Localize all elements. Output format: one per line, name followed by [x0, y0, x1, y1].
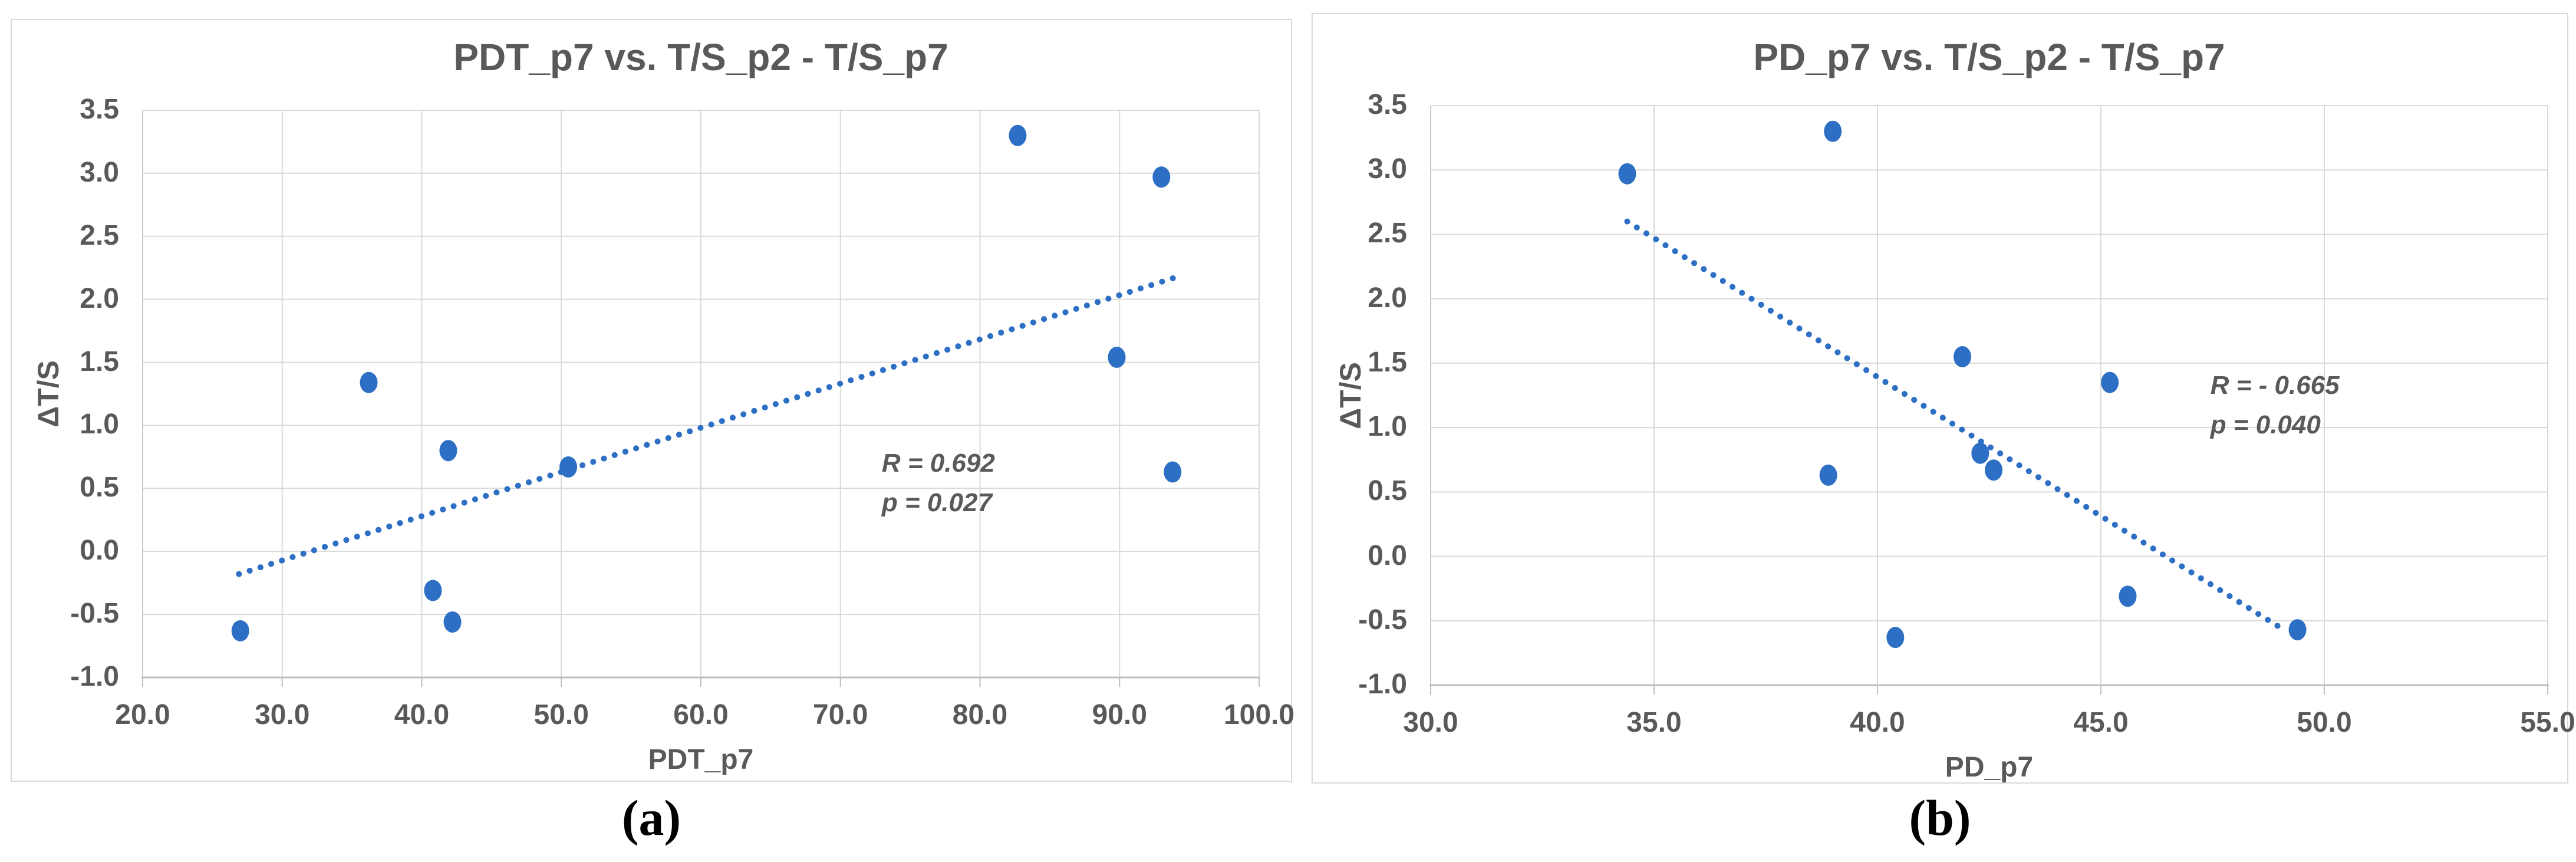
- data-point: [1954, 346, 1972, 367]
- stats-annotation-b: R = - 0.665 p = 0.040: [2211, 366, 2340, 445]
- y-tick-label: 0.0: [1368, 539, 1407, 571]
- data-point: [1824, 120, 1842, 142]
- data-point: [1985, 459, 2003, 481]
- x-tick-label: 50.0: [533, 699, 589, 731]
- y-tick-label: 1.5: [1368, 346, 1407, 378]
- x-tick-label: 30.0: [255, 699, 310, 731]
- plot-area-a: [141, 110, 1260, 687]
- x-tick-label: 70.0: [813, 699, 868, 731]
- data-point: [360, 371, 378, 393]
- chart-panel-b: PD_p7 vs. T/S_p2 - T/S_p7 ΔT/S R = - 0.6…: [1312, 13, 2575, 784]
- y-tick-label: 3.5: [80, 94, 119, 125]
- x-tick-label: 80.0: [952, 699, 1008, 731]
- y-tick-label: -1.0: [70, 661, 119, 692]
- x-tick-label: 55.0: [2520, 707, 2575, 738]
- data-point: [439, 440, 457, 462]
- data-point: [2119, 585, 2137, 607]
- data-point: [1618, 163, 1636, 185]
- y-tick-label: 1.0: [80, 409, 119, 440]
- data-point: [424, 580, 442, 601]
- chart-title-b: PD_p7 vs. T/S_p2 - T/S_p7: [1753, 36, 2225, 78]
- r-value-a: R = 0.692: [881, 448, 995, 478]
- data-point: [1152, 166, 1171, 188]
- data-point: [1886, 627, 1905, 649]
- y-tick-label: 1.0: [1368, 411, 1407, 443]
- x-tick-label: 60.0: [673, 699, 729, 731]
- y-tick-label: 2.0: [80, 282, 119, 314]
- x-axis-title-a: PDT_p7: [648, 744, 754, 775]
- data-point: [559, 456, 578, 478]
- y-tick-label: 2.5: [1368, 218, 1407, 249]
- x-tick-label: 50.0: [2297, 707, 2352, 738]
- x-axis-title-b: PD_p7: [1945, 752, 2034, 783]
- data-point: [1108, 347, 1126, 369]
- caption-b: (b): [1909, 789, 1971, 846]
- y-tick-label: 0.0: [80, 535, 119, 567]
- data-point: [231, 620, 249, 641]
- plot-area-b: [1429, 105, 2549, 695]
- data-point: [1164, 461, 1182, 483]
- trendline: [236, 275, 1177, 577]
- y-tick-label: -0.5: [70, 598, 119, 630]
- y-tick-label: -0.5: [1358, 604, 1407, 636]
- chart-title-a: PDT_p7 vs. T/S_p2 - T/S_p7: [453, 36, 948, 78]
- data-point: [1009, 124, 1027, 146]
- x-tick-label: 100.0: [1223, 699, 1295, 731]
- chart-panel-a: PDT_p7 vs. T/S_p2 - T/S_p7 ΔT/S R = 0.69…: [11, 19, 1294, 782]
- y-tick-label: 2.5: [80, 219, 119, 251]
- stats-annotation-a: R = 0.692 p = 0.027: [882, 444, 995, 523]
- x-tick-label: 30.0: [1403, 707, 1458, 738]
- caption-a: (a): [621, 789, 681, 846]
- data-point: [1971, 442, 1989, 464]
- y-tick-label: 0.5: [1368, 475, 1407, 507]
- x-tick-label: 45.0: [2073, 707, 2129, 738]
- y-tick-label: -1.0: [1358, 669, 1407, 700]
- data-point: [443, 611, 462, 633]
- p-value-a: p = 0.027: [881, 488, 992, 517]
- y-tick-label: 2.0: [1368, 282, 1407, 314]
- x-tick-label: 40.0: [1850, 707, 1905, 738]
- x-tick-label: 35.0: [1626, 707, 1682, 738]
- x-tick-label: 40.0: [394, 699, 450, 731]
- x-tick-label: 20.0: [115, 699, 170, 731]
- y-tick-label: 3.0: [80, 156, 119, 188]
- p-value-b: p = 0.040: [2210, 410, 2321, 440]
- x-tick-label: 90.0: [1092, 699, 1147, 731]
- data-point: [2101, 371, 2119, 393]
- y-tick-label: 3.0: [1368, 153, 1407, 185]
- r-value-b: R = - 0.665: [2210, 371, 2340, 400]
- trendline: [1624, 218, 2283, 630]
- data-point: [2288, 619, 2307, 641]
- y-tick-label: 3.5: [1368, 89, 1407, 120]
- y-tick-label: 0.5: [80, 472, 119, 504]
- data-point: [1819, 464, 1837, 486]
- y-tick-label: 1.5: [80, 346, 119, 377]
